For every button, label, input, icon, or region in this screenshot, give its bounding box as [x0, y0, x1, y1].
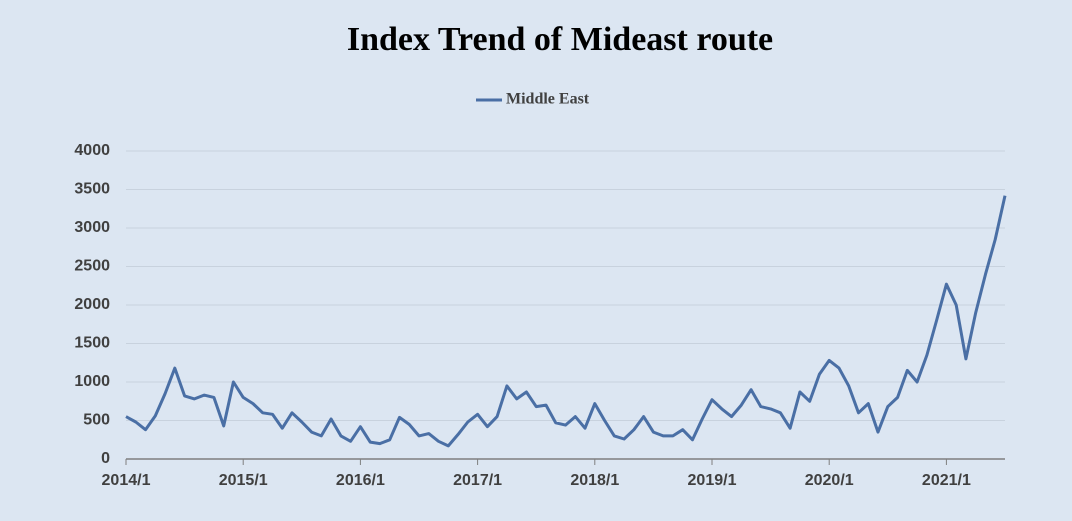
y-tick-label: 2500	[74, 258, 110, 275]
x-tick-label: 2020/1	[805, 472, 854, 489]
y-tick-label: 4000	[74, 142, 110, 159]
y-tick-label: 3000	[74, 219, 110, 236]
y-tick-label: 1500	[74, 335, 110, 352]
x-tick-label: 2021/1	[922, 472, 971, 489]
x-tick-label: 2017/1	[453, 472, 502, 489]
y-tick-label: 0	[101, 450, 110, 467]
x-tick-label: 2015/1	[219, 472, 268, 489]
line	[125, 195, 1007, 448]
chart-title: Index Trend of Mideast route	[347, 21, 773, 58]
x-tick-label: 2016/1	[336, 472, 385, 489]
x-tick-label: 2014/1	[102, 472, 151, 489]
x-tick-label: 2019/1	[688, 472, 737, 489]
y-tick-label: 500	[83, 412, 110, 429]
x-tick-label: 2018/1	[570, 472, 619, 489]
y-tick-label: 2000	[74, 296, 110, 313]
y-tick-label: 3500	[74, 181, 110, 198]
y-tick-label: 1000	[74, 373, 110, 390]
legend-label: Middle East	[506, 91, 590, 108]
